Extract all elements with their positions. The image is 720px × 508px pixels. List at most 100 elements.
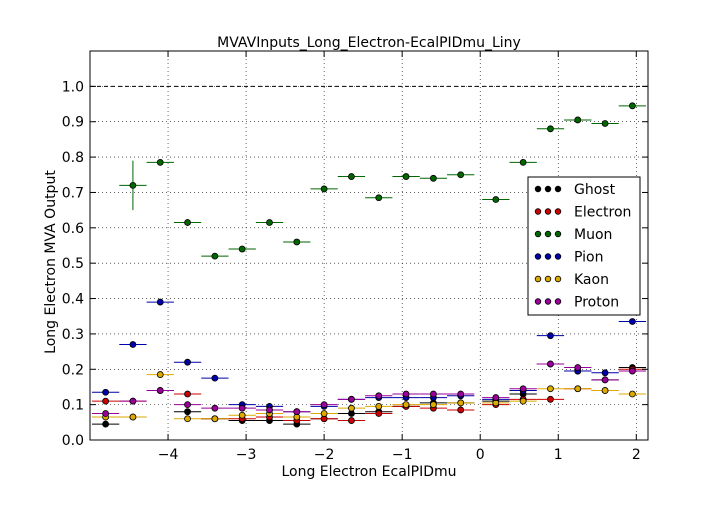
legend-marker bbox=[534, 208, 542, 215]
data-point bbox=[348, 173, 355, 180]
data-point bbox=[402, 173, 410, 180]
data-point bbox=[211, 415, 219, 423]
legend-marker bbox=[544, 298, 552, 305]
data-point bbox=[547, 385, 554, 393]
data-point bbox=[348, 395, 355, 403]
data-point bbox=[375, 410, 383, 417]
data-point bbox=[238, 411, 246, 419]
data-point bbox=[375, 403, 383, 410]
data-point bbox=[211, 374, 219, 382]
data-point bbox=[601, 387, 609, 394]
data-point bbox=[156, 298, 164, 306]
legend-marker bbox=[534, 185, 542, 193]
data-point bbox=[238, 245, 246, 253]
legend-item: Proton bbox=[534, 295, 619, 311]
series-proton bbox=[91, 360, 647, 417]
legend-label: Electron bbox=[574, 205, 631, 221]
legend-item: Pion bbox=[534, 250, 603, 266]
data-point bbox=[547, 125, 554, 133]
y-tick-label: 0.1 bbox=[62, 398, 84, 414]
y-tick-label: 0.2 bbox=[62, 362, 84, 378]
legend-marker bbox=[554, 208, 562, 215]
data-point bbox=[375, 392, 383, 400]
data-point bbox=[375, 194, 383, 202]
data-point bbox=[102, 410, 110, 417]
y-tick-label: 0.0 bbox=[62, 433, 84, 449]
y-tick-label: 0.4 bbox=[62, 292, 84, 308]
axis-ticks: −4 −3 −2 −1 0 1 2 0.0 0.1 0.2 0.3 0.4 0.5 0.6 0.7 0.8 0.… bbox=[62, 51, 648, 463]
data-point bbox=[457, 171, 465, 179]
legend-item: Kaon bbox=[534, 272, 609, 288]
data-point bbox=[429, 401, 437, 409]
data-point bbox=[628, 390, 636, 398]
legend-marker bbox=[554, 185, 562, 193]
data-point bbox=[519, 158, 527, 166]
data-point bbox=[156, 158, 164, 166]
data-point bbox=[547, 332, 554, 340]
legend-box bbox=[527, 176, 641, 316]
data-point bbox=[429, 174, 437, 182]
data-point bbox=[266, 406, 273, 414]
legend-item: Muon bbox=[534, 227, 612, 243]
data-point bbox=[519, 385, 527, 393]
legend-marker bbox=[534, 298, 542, 305]
legend-marker bbox=[544, 275, 552, 283]
data-point bbox=[402, 401, 410, 409]
data-point bbox=[601, 120, 609, 127]
data-point bbox=[129, 181, 137, 189]
data-point bbox=[628, 318, 636, 325]
data-point bbox=[184, 408, 191, 416]
data-point bbox=[156, 371, 164, 378]
legend-marker bbox=[554, 298, 562, 305]
legend-label: Pion bbox=[574, 250, 603, 266]
legend-marker bbox=[554, 230, 562, 238]
data-point bbox=[492, 394, 500, 401]
data-point bbox=[547, 395, 554, 403]
data-point bbox=[184, 390, 191, 398]
legend-label: Ghost bbox=[574, 182, 616, 198]
legend-marker bbox=[544, 253, 552, 260]
y-tick-label: 0.6 bbox=[62, 221, 84, 237]
data-point bbox=[129, 397, 137, 405]
data-point bbox=[574, 116, 582, 124]
data-point bbox=[628, 367, 636, 375]
data-point bbox=[402, 390, 410, 398]
data-point bbox=[628, 102, 636, 110]
data-point bbox=[519, 397, 527, 405]
legend-marker bbox=[534, 230, 542, 238]
legend-marker bbox=[544, 208, 552, 215]
data-point bbox=[238, 404, 246, 412]
legend-marker bbox=[534, 253, 542, 260]
x-tick-label: −4 bbox=[158, 447, 179, 463]
data-point bbox=[547, 360, 554, 368]
data-point bbox=[320, 401, 328, 409]
legend-marker bbox=[544, 185, 552, 193]
series-muon bbox=[119, 102, 647, 260]
legend-item: Ghost bbox=[534, 182, 616, 198]
data-point bbox=[129, 413, 137, 421]
x-tick-label: 2 bbox=[632, 447, 641, 463]
data-point bbox=[102, 388, 110, 396]
data-point bbox=[211, 404, 219, 412]
data-point bbox=[320, 410, 328, 417]
legend-label: Proton bbox=[574, 295, 619, 311]
data-point bbox=[601, 369, 609, 377]
y-axis-label: Long Electron MVA Output bbox=[43, 170, 59, 354]
y-tick-label: 0.3 bbox=[62, 327, 84, 343]
legend-marker bbox=[534, 275, 542, 283]
y-tick-label: 0.8 bbox=[62, 150, 84, 166]
x-tick-label: 0 bbox=[476, 447, 485, 463]
x-tick-label: −3 bbox=[236, 447, 257, 463]
y-tick-label: 1.0 bbox=[62, 79, 84, 95]
data-point bbox=[184, 415, 191, 423]
series-group bbox=[91, 102, 647, 428]
data-point bbox=[293, 408, 301, 416]
plot-frame bbox=[89, 50, 649, 441]
data-point bbox=[184, 358, 191, 366]
data-point bbox=[184, 219, 191, 226]
y-tick-label: 0.5 bbox=[62, 256, 84, 272]
data-point bbox=[457, 399, 465, 407]
data-point bbox=[184, 401, 191, 409]
